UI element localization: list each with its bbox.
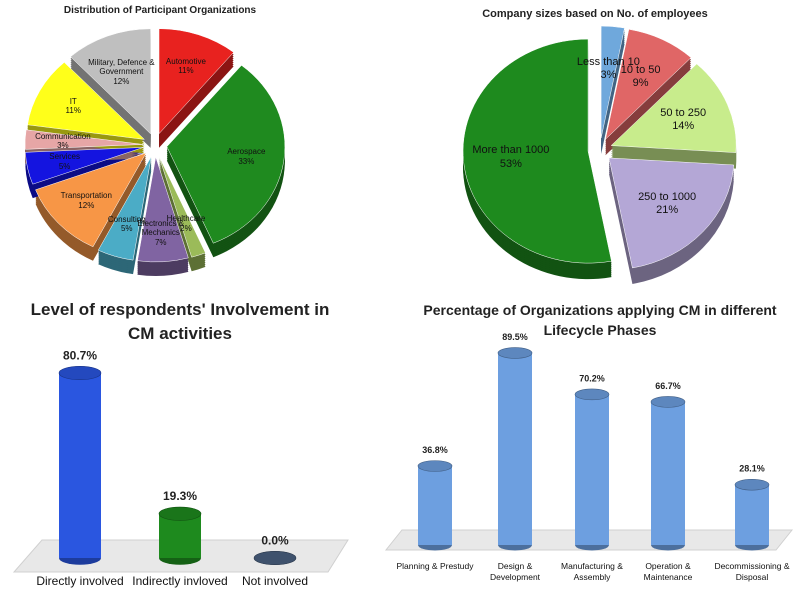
slice-label: Consulting 5% — [87, 215, 167, 234]
slice — [462, 38, 612, 264]
slice-label: Healthcare 2% — [146, 214, 226, 233]
value-label: 66.7% — [655, 381, 681, 391]
slice-label: 10 to 50 9% — [601, 64, 681, 90]
bar — [651, 401, 685, 545]
slice-name: Electronics & Mechanics — [137, 218, 185, 238]
slice — [27, 62, 146, 140]
slice-label: Transportation 12% — [46, 191, 126, 210]
x-tick-label: Design & Development — [489, 561, 541, 582]
slice — [158, 156, 206, 258]
slice-value: 11% — [65, 106, 81, 116]
bar-top — [158, 506, 202, 521]
value-label: 70.2% — [579, 373, 605, 383]
value-label: 19.3% — [163, 489, 197, 503]
slice-name: IT — [69, 96, 77, 106]
slice — [70, 28, 151, 135]
bar-top — [734, 478, 770, 491]
value-label: 28.1% — [739, 464, 765, 474]
x-tick-label: Indirectly invloved — [132, 574, 228, 588]
slice-value: 53% — [499, 157, 522, 170]
slice-label: 250 to 1000 21% — [627, 191, 707, 217]
slice-label: Services 5% — [25, 152, 105, 171]
slice — [137, 156, 189, 263]
slice-name: Consulting — [107, 214, 146, 224]
x-tick-label: Planning & Prestudy — [396, 561, 474, 571]
slice-value: 14% — [672, 120, 695, 133]
chart-title: Percentage of Organizations applying CM … — [423, 302, 777, 338]
slice-value: 7% — [154, 237, 167, 247]
slice-value: 11% — [178, 66, 194, 76]
slice-name: Less than 10 — [576, 55, 640, 68]
slice-name: Aerospace — [227, 147, 266, 157]
value-label: 80.7% — [63, 348, 97, 362]
slice-label: Less than 10 3% — [568, 56, 648, 82]
value-label: 36.8% — [422, 445, 448, 455]
x-tick-label: Operation & Maintenance — [643, 561, 693, 582]
slice-label: Electronics & Mechanics 7% — [121, 219, 201, 248]
slice — [605, 29, 692, 141]
bar — [498, 353, 532, 545]
slice-name: More than 1000 — [472, 144, 550, 157]
slice-label: Military, Defence & Government 12% — [81, 58, 161, 87]
x-tick-label: Not involved — [241, 574, 309, 588]
slice-value: 3% — [57, 141, 69, 151]
slice — [158, 28, 234, 135]
bar — [418, 466, 452, 545]
slice — [600, 25, 625, 139]
slice-value: 2% — [180, 223, 192, 233]
bar-top — [58, 365, 102, 381]
bar — [59, 373, 101, 558]
x-tick-label: Directly involved — [36, 574, 124, 588]
bar-top — [253, 550, 297, 566]
slice-name: Military, Defence & Government — [88, 57, 155, 77]
slice-value: 5% — [120, 224, 133, 234]
x-tick-label: Decommissioning & Disposal — [714, 561, 790, 582]
value-label: 0.0% — [261, 533, 289, 547]
slice-label: IT 11% — [33, 97, 113, 116]
slice-name: Communication — [35, 131, 91, 141]
bar-top — [574, 388, 610, 401]
slice-value: 21% — [656, 203, 679, 216]
slice-label: More than 1000 53% — [471, 144, 551, 170]
chart-title: Level of respondents' Involvement in CM … — [30, 300, 330, 343]
slice-name: Healthcare — [166, 213, 206, 223]
bar — [575, 394, 609, 545]
slice-name: Transportation — [60, 191, 112, 201]
slice-name: 50 to 250 — [660, 106, 707, 119]
slice-value: 3% — [600, 68, 617, 81]
slice-name: 10 to 50 — [620, 64, 661, 77]
value-label: 89.5% — [502, 332, 528, 342]
slice-value: 5% — [58, 161, 71, 171]
chart-title: Company sizes based on No. of employees — [482, 8, 708, 20]
slice-value: 9% — [632, 77, 649, 90]
bar — [159, 513, 201, 558]
slice-value: 12% — [78, 200, 95, 210]
slice-label: 50 to 250 14% — [643, 107, 723, 133]
bar — [735, 484, 769, 545]
x-tick-label: Manufacturing & Assembly — [561, 561, 623, 582]
slice — [25, 147, 144, 185]
slice — [24, 129, 144, 150]
slice-value: 33% — [238, 156, 255, 166]
slice-name: Automotive — [165, 56, 206, 66]
chart-title: Distribution of Participant Organization… — [63, 5, 257, 16]
slice-label: Automotive 11% — [146, 57, 226, 76]
bar-top — [497, 347, 533, 359]
slice — [610, 63, 737, 153]
bar-top — [417, 460, 453, 472]
slice-label: Communication 3% — [23, 132, 103, 151]
slice — [97, 156, 152, 261]
slice — [608, 157, 735, 269]
slice-label: Aerospace 33% — [206, 147, 286, 166]
bar-top — [650, 396, 686, 408]
slice-name: Services — [49, 152, 80, 162]
slice — [166, 64, 286, 244]
slice-name: 250 to 1000 — [638, 190, 697, 203]
slice-value: 12% — [113, 76, 130, 86]
slice — [35, 152, 147, 248]
